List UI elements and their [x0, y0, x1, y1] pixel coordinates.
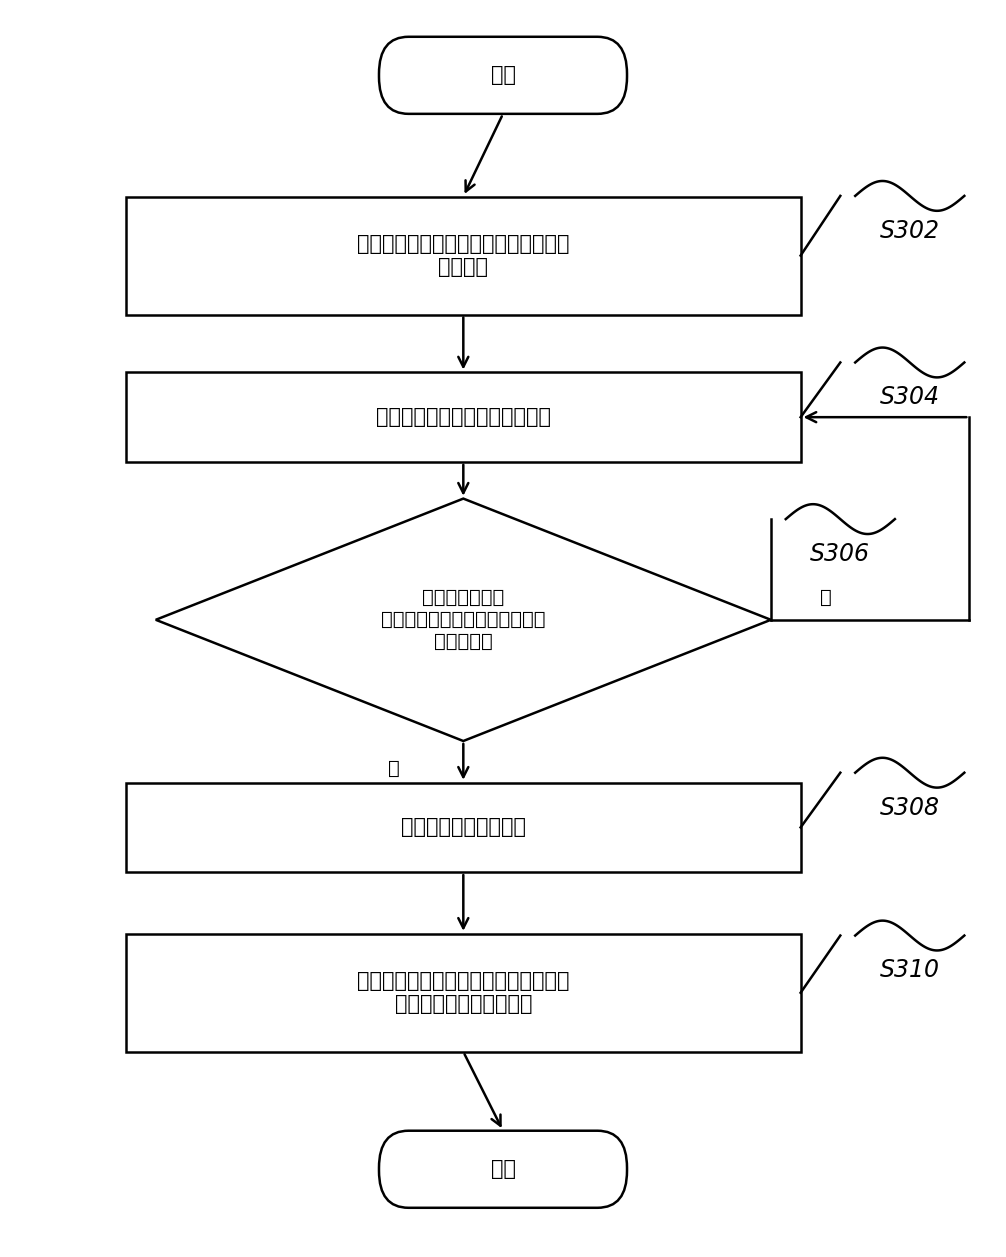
Text: 开始: 开始 [491, 65, 515, 85]
Text: 根据转向灯的工作状态，控制转向灯开
启，并发出转向提示信息: 根据转向灯的工作状态，控制转向灯开 启，并发出转向提示信息 [357, 972, 569, 1014]
Text: S308: S308 [880, 796, 940, 820]
Text: 结束: 结束 [491, 1159, 515, 1179]
Text: 否: 否 [820, 588, 831, 607]
Text: 获取转向灯的工作状态: 获取转向灯的工作状态 [400, 817, 526, 837]
Text: S310: S310 [880, 958, 940, 983]
Text: S306: S306 [810, 542, 870, 566]
Text: S302: S302 [880, 219, 940, 243]
Text: 是: 是 [388, 759, 399, 778]
Text: 获取第一车轮的第一速度和第二车轮的
第二速度: 获取第一车轮的第一速度和第二车轮的 第二速度 [357, 234, 569, 277]
Bar [126, 783, 801, 872]
Text: 计算第一速度与第二速度的差値: 计算第一速度与第二速度的差値 [376, 407, 551, 427]
Text: 判断第一速度与
第二速度的差値的绝对値是否大
于预设阈値: 判断第一速度与 第二速度的差値的绝对値是否大 于预设阈値 [381, 588, 545, 651]
Polygon shape [156, 499, 771, 742]
Bar [126, 196, 801, 314]
Text: S304: S304 [880, 386, 940, 410]
Bar [126, 372, 801, 461]
FancyBboxPatch shape [379, 36, 627, 114]
FancyBboxPatch shape [379, 1131, 627, 1208]
Bar [126, 934, 801, 1052]
